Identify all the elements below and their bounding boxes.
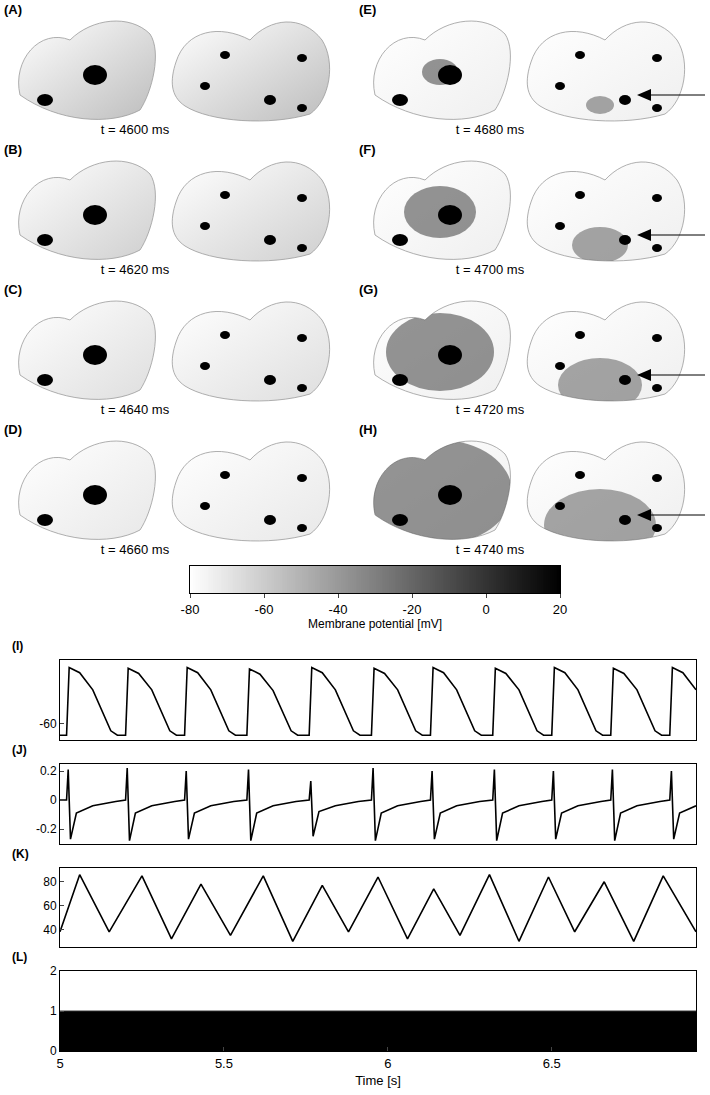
svg-text:t = 4680 ms: t = 4680 ms	[456, 122, 525, 137]
svg-text:t = 4620 ms: t = 4620 ms	[101, 262, 170, 277]
svg-text:(B): (B)	[4, 142, 22, 157]
svg-text:(F): (F)	[359, 142, 376, 157]
svg-text:-40: -40	[329, 602, 348, 617]
svg-text:2: 2	[50, 964, 57, 978]
svg-text:-20: -20	[403, 602, 422, 617]
svg-text:0: 0	[50, 793, 57, 807]
svg-text:(G): (G)	[359, 282, 378, 297]
svg-text:60: 60	[43, 899, 57, 913]
svg-text:(A): (A)	[4, 2, 22, 17]
svg-text:(D): (D)	[4, 422, 22, 437]
svg-text:40: 40	[43, 923, 57, 937]
svg-text:t = 4600 ms: t = 4600 ms	[101, 122, 170, 137]
svg-text:0.2: 0.2	[40, 764, 57, 778]
svg-text:t = 4720 ms: t = 4720 ms	[456, 402, 525, 417]
svg-text:0: 0	[482, 602, 489, 617]
svg-text:t = 4640 ms: t = 4640 ms	[101, 402, 170, 417]
svg-text:(E): (E)	[359, 2, 376, 17]
svg-text:(I): (I)	[12, 639, 23, 653]
svg-text:Time [s]: Time [s]	[355, 1073, 401, 1088]
svg-text:-80: -80	[181, 602, 200, 617]
svg-text:Membrane potential [mV]: Membrane potential [mV]	[308, 617, 442, 631]
svg-text:(C): (C)	[4, 282, 22, 297]
svg-text:0: 0	[50, 1044, 57, 1058]
svg-text:-0.2: -0.2	[36, 822, 57, 836]
svg-text:-60: -60	[39, 717, 57, 731]
svg-text:1: 1	[50, 1004, 57, 1018]
svg-text:t = 4660 ms: t = 4660 ms	[101, 542, 170, 557]
svg-text:6: 6	[384, 1056, 391, 1071]
svg-text:(J): (J)	[12, 743, 27, 757]
svg-text:6.5: 6.5	[543, 1056, 561, 1071]
svg-text:t = 4700 ms: t = 4700 ms	[456, 262, 525, 277]
svg-text:(L): (L)	[12, 950, 27, 964]
svg-text:(H): (H)	[359, 422, 377, 437]
svg-text:80: 80	[43, 875, 57, 889]
svg-text:5.5: 5.5	[215, 1056, 233, 1071]
svg-text:20: 20	[553, 602, 567, 617]
svg-text:t = 4740 ms: t = 4740 ms	[456, 542, 525, 557]
svg-text:(K): (K)	[12, 847, 29, 861]
svg-text:-60: -60	[255, 602, 274, 617]
svg-text:5: 5	[56, 1056, 63, 1071]
